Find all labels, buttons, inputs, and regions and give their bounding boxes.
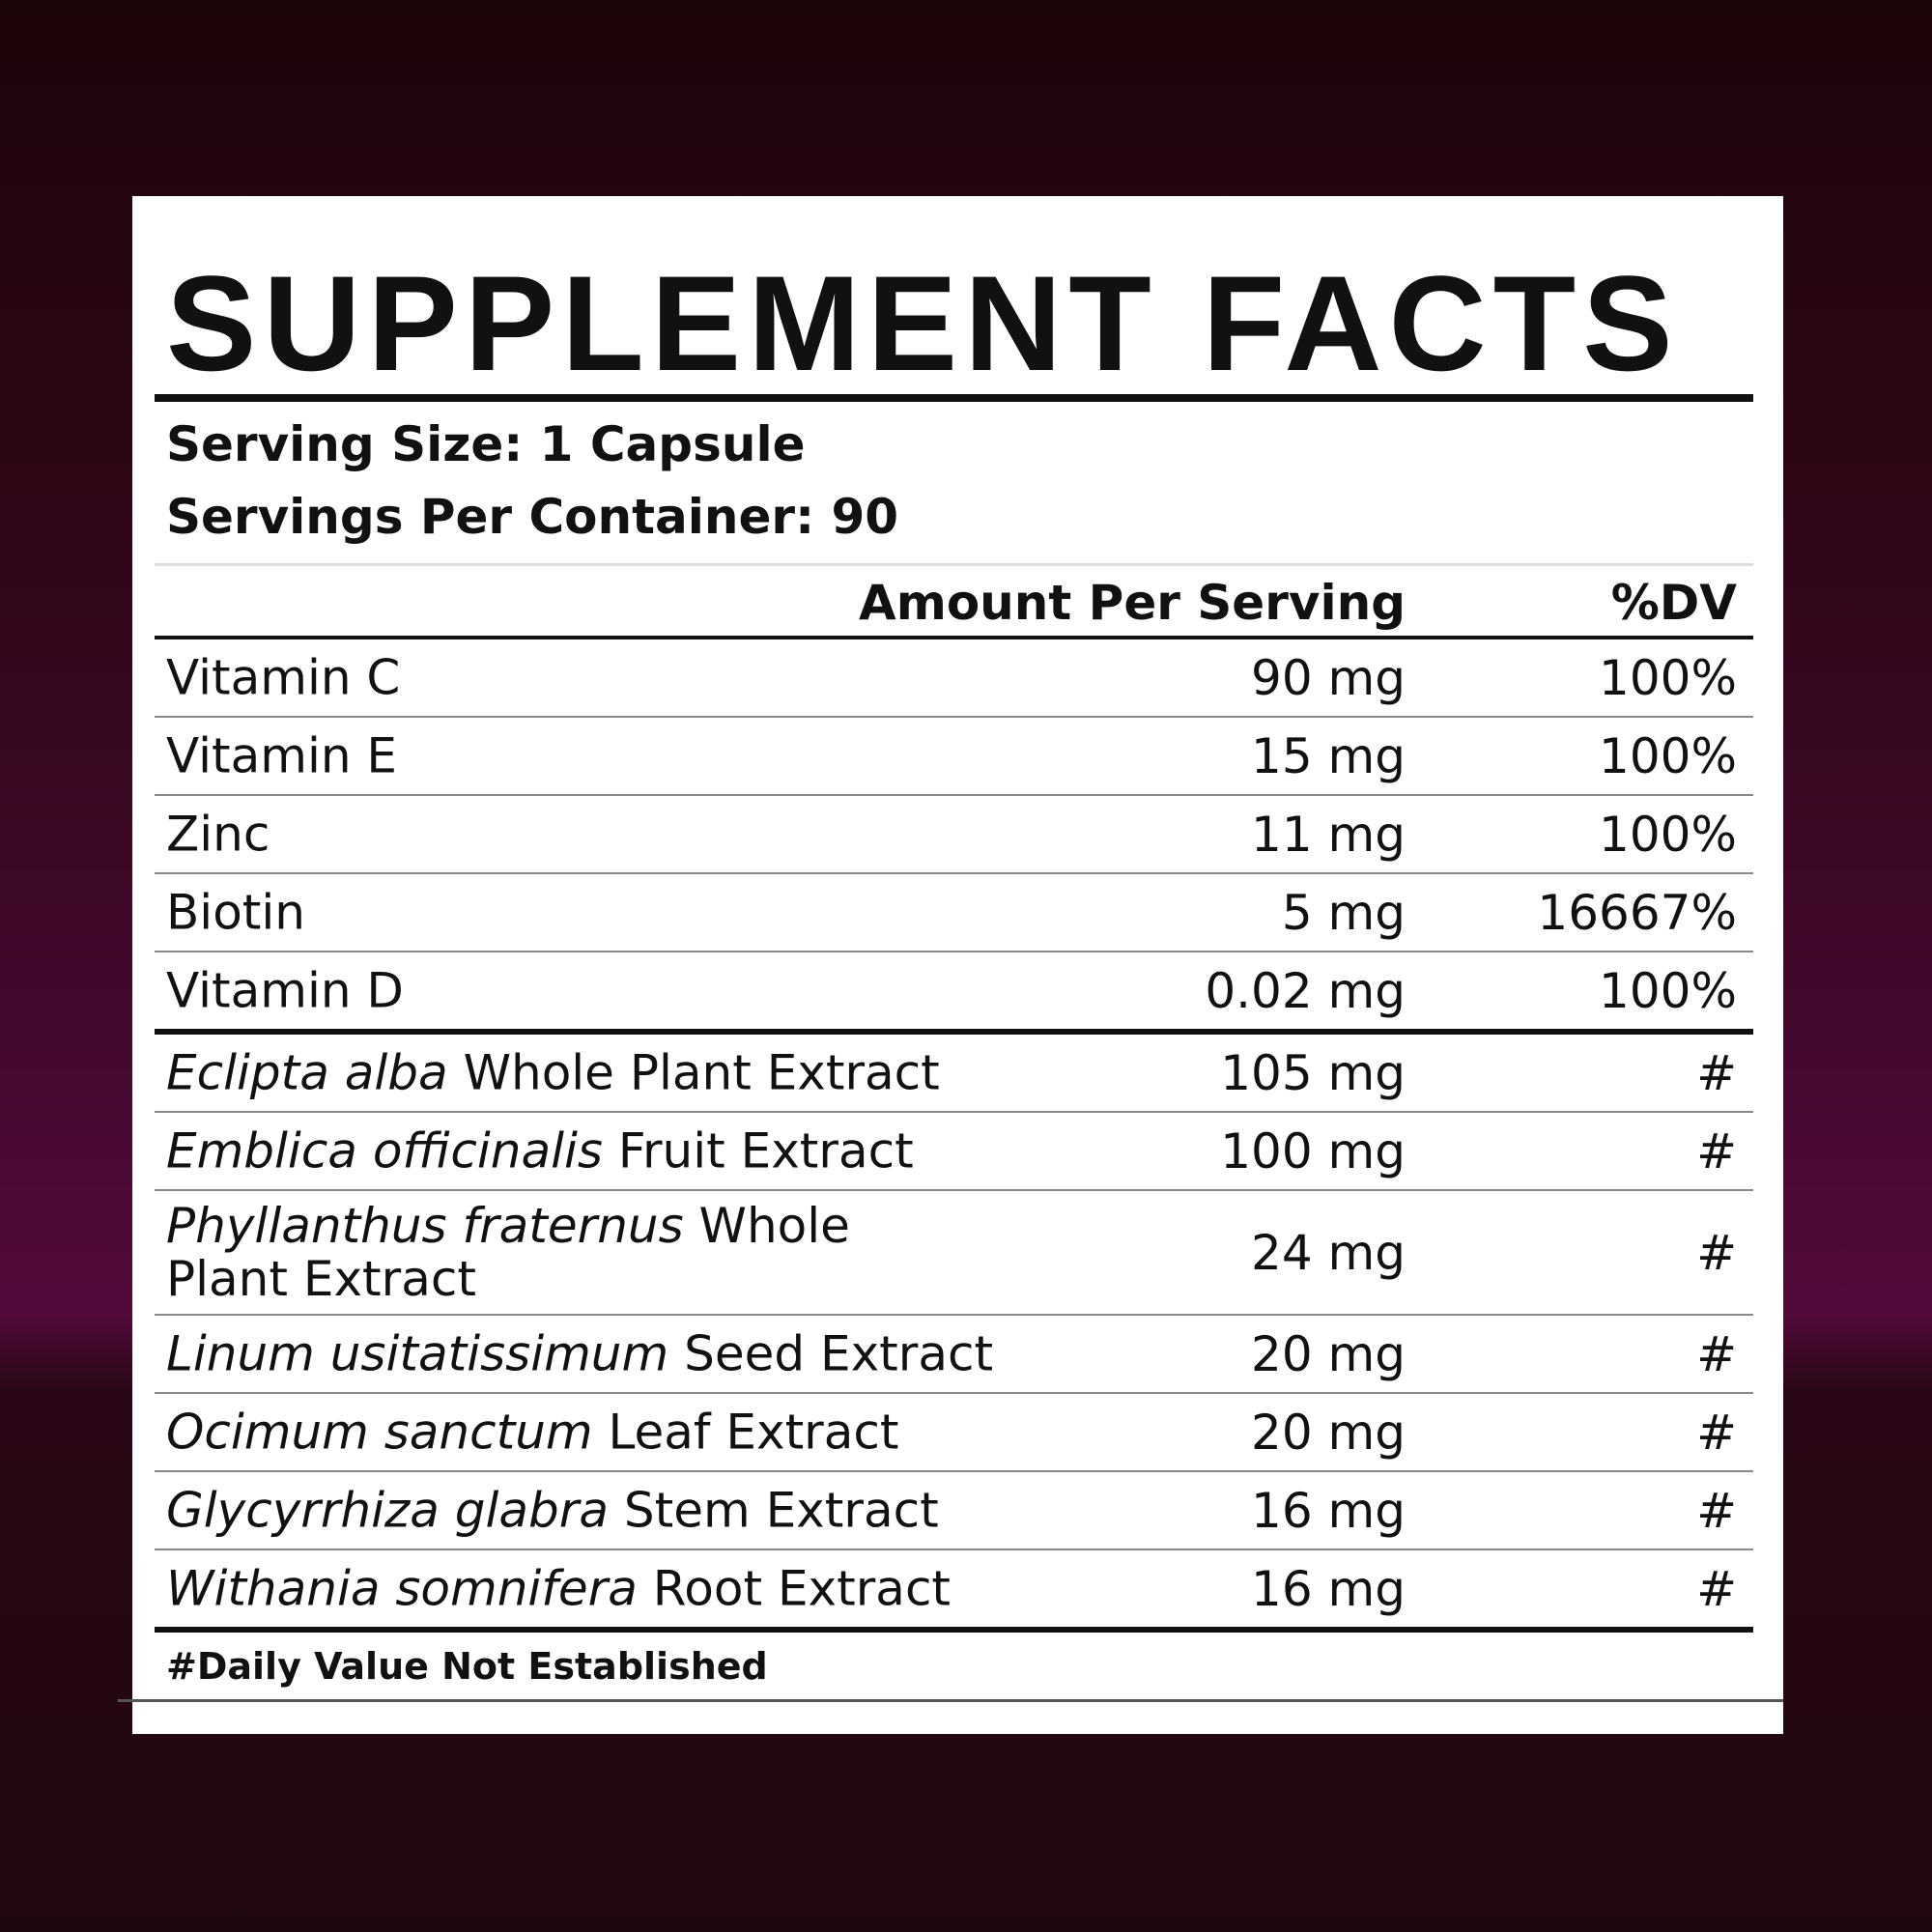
ingredient-label: Leaf Extract: [608, 1404, 899, 1460]
latin-name: Linum usitatissimum: [166, 1325, 669, 1381]
servings-per-container: Servings Per Container: 90: [166, 489, 899, 545]
latin-name: Ocimum sanctum: [166, 1404, 593, 1460]
header-divider: [155, 636, 1753, 639]
nutrient-name: Biotin: [166, 886, 1132, 939]
amount: 20 mg: [1251, 1325, 1406, 1382]
table-row: Glycyrrhiza glabra Stem Extract 16 mg #: [155, 1472, 1753, 1550]
table-row: Vitamin C 90 mg 100%: [155, 639, 1753, 718]
latin-name: Glycyrrhiza glabra: [166, 1482, 609, 1538]
amount: 11 mg: [1251, 806, 1406, 863]
nutrient-table: Vitamin C 90 mg 100% Vitamin E 15 mg 100% Zinc…: [155, 639, 1753, 1633]
ingredient-label: Zinc: [166, 806, 270, 862]
serving-divider: [155, 563, 1753, 566]
daily-value: 100%: [1599, 727, 1737, 784]
daily-value: 100%: [1599, 649, 1737, 706]
dv-header: %DV: [1610, 575, 1737, 631]
nutrient-name: Ocimum sanctum Leaf Extract: [166, 1406, 1132, 1459]
footnote: #Daily Value Not Established: [166, 1645, 768, 1688]
latin-name: Emblica officinalis: [166, 1122, 603, 1179]
amount: 16 mg: [1251, 1560, 1406, 1617]
ingredient-label: Root Extract: [652, 1560, 952, 1616]
table-row: Withania somnifera Root Extract 16 mg #: [155, 1550, 1753, 1633]
ingredient-label: Seed Extract: [684, 1325, 994, 1381]
amount: 24 mg: [1251, 1224, 1406, 1281]
table-row: Emblica officinalis Fruit Extract 100 mg #: [155, 1113, 1753, 1191]
footer-divider: [118, 1699, 1783, 1702]
daily-value: #: [1696, 1044, 1737, 1101]
serving-size: Serving Size: 1 Capsule: [166, 416, 806, 472]
nutrient-name: Zinc: [166, 808, 1132, 861]
amount: 90 mg: [1251, 649, 1406, 706]
table-row: Biotin 5 mg 16667%: [155, 874, 1753, 952]
table-row: Eclipta alba Whole Plant Extract 105 mg #: [155, 1035, 1753, 1113]
daily-value: #: [1696, 1224, 1737, 1281]
ingredient-label: Fruit Extract: [617, 1122, 914, 1179]
amount: 15 mg: [1251, 727, 1406, 784]
table-row: Linum usitatissimum Seed Extract 20 mg #: [155, 1316, 1753, 1394]
table-row: Zinc 11 mg 100%: [155, 796, 1753, 874]
ingredient-label: Vitamin D: [166, 962, 404, 1018]
daily-value: #: [1696, 1404, 1737, 1461]
daily-value: #: [1696, 1122, 1737, 1179]
title-divider: [155, 394, 1753, 402]
daily-value: #: [1696, 1325, 1737, 1382]
nutrient-name: Glycyrrhiza glabra Stem Extract: [166, 1484, 1132, 1537]
daily-value: #: [1696, 1560, 1737, 1617]
ingredient-label: Whole Plant Extract: [463, 1044, 940, 1100]
latin-name: Withania somnifera: [166, 1560, 638, 1616]
ingredient-label: Vitamin E: [166, 727, 398, 783]
ingredient-label: Vitamin C: [166, 649, 401, 705]
page-title: SUPPLEMENT FACTS: [166, 247, 1680, 399]
supplement-facts-panel: SUPPLEMENT FACTS Serving Size: 1 Capsule…: [118, 196, 1783, 1734]
nutrient-name: Eclipta alba Whole Plant Extract: [166, 1046, 1132, 1099]
amount-header: Amount Per Serving: [859, 575, 1406, 631]
column-header: Amount Per Serving %DV: [155, 575, 1753, 637]
nutrient-name: Linum usitatissimum Seed Extract: [166, 1327, 1132, 1380]
daily-value: #: [1696, 1482, 1737, 1539]
nutrient-name: Vitamin C: [166, 651, 1132, 704]
daily-value: 100%: [1599, 806, 1737, 863]
ingredient-label: Stem Extract: [623, 1482, 939, 1538]
table-row: Vitamin E 15 mg 100%: [155, 718, 1753, 796]
amount: 0.02 mg: [1205, 962, 1406, 1019]
table-row: Vitamin D 0.02 mg 100%: [155, 952, 1753, 1035]
latin-name: Eclipta alba: [166, 1044, 448, 1100]
daily-value: 16667%: [1537, 884, 1737, 941]
nutrient-name: Vitamin D: [166, 964, 1132, 1017]
nutrient-name: Vitamin E: [166, 729, 1132, 782]
amount: 100 mg: [1220, 1122, 1406, 1179]
table-row: Ocimum sanctum Leaf Extract 20 mg #: [155, 1394, 1753, 1472]
amount: 105 mg: [1220, 1044, 1406, 1101]
nutrient-name: Phyllanthus fraternus Whole Plant Extrac…: [166, 1197, 939, 1307]
ingredient-label: Whole Plant Extract: [166, 1197, 850, 1307]
nutrient-name: Withania somnifera Root Extract: [166, 1562, 1132, 1615]
table-row: Phyllanthus fraternus Whole Plant Extrac…: [155, 1191, 1753, 1316]
latin-name: Phyllanthus fraternus: [166, 1197, 684, 1254]
amount: 16 mg: [1251, 1482, 1406, 1539]
daily-value: 100%: [1599, 962, 1737, 1019]
ingredient-label: Biotin: [166, 884, 305, 940]
amount: 5 mg: [1281, 884, 1406, 941]
nutrient-name: Emblica officinalis Fruit Extract: [166, 1124, 1132, 1178]
amount: 20 mg: [1251, 1404, 1406, 1461]
